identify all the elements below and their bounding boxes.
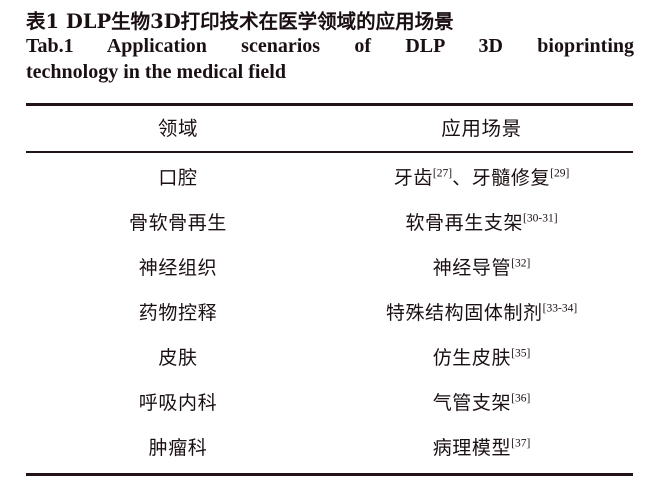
table-row: 神经组织 神经导管[32] bbox=[26, 246, 633, 291]
cell-scenario: 软骨再生支架[30-31] bbox=[330, 201, 633, 246]
scenario-text: 软骨再生支架 bbox=[405, 212, 524, 234]
scenario-text: 特殊结构固体制剂 bbox=[385, 302, 543, 324]
cell-scenario: 气管支架[36] bbox=[330, 381, 633, 426]
cell-scenario: 牙齿[27]、牙髓修复[29] bbox=[330, 152, 633, 201]
caption-english-line-2: technology in the medical field bbox=[26, 60, 286, 83]
table-row: 药物控释 特殊结构固体制剂[33-34] bbox=[26, 291, 633, 336]
reference-superscript: [33-34] bbox=[542, 302, 578, 315]
reference-superscript: [32] bbox=[511, 257, 531, 270]
reference-superscript: [35] bbox=[511, 347, 531, 360]
scenario-label: 牙齿[27]、牙髓修复[29] bbox=[394, 156, 570, 201]
table-caption: 表1 DLP生物3D打印技术在医学领域的应用场景 Tab.1 Applicati… bbox=[26, 9, 634, 85]
table-header-row: 领域 应用场景 bbox=[26, 104, 633, 153]
reference-superscript: [27] bbox=[432, 167, 453, 180]
column-header-field: 领域 bbox=[26, 105, 330, 153]
column-header-scenario-label: 应用场景 bbox=[441, 117, 522, 140]
cell-field: 口腔 bbox=[26, 152, 330, 201]
cell-scenario: 特殊结构固体制剂[33-34] bbox=[330, 291, 633, 336]
field-label: 皮肤 bbox=[158, 347, 198, 369]
cell-field: 肿瘤科 bbox=[26, 426, 330, 475]
scenario-label: 气管支架[36] bbox=[433, 381, 531, 426]
cell-field: 神经组织 bbox=[26, 246, 330, 291]
reference-superscript-2: [29] bbox=[550, 167, 570, 180]
cell-scenario: 神经导管[32] bbox=[330, 246, 633, 291]
field-label: 呼吸内科 bbox=[138, 392, 218, 414]
table-row: 皮肤 仿生皮肤[35] bbox=[26, 336, 633, 381]
cell-field: 皮肤 bbox=[26, 336, 330, 381]
table-row: 肿瘤科 病理模型[37] bbox=[26, 426, 633, 475]
column-header-field-label: 领域 bbox=[157, 117, 199, 140]
scenario-text: 仿生皮肤 bbox=[432, 347, 512, 369]
cell-scenario: 仿生皮肤[35] bbox=[330, 336, 633, 381]
table-row: 呼吸内科 气管支架[36] bbox=[26, 381, 633, 426]
column-header-scenario: 应用场景 bbox=[330, 105, 633, 153]
scenario-label: 仿生皮肤[35] bbox=[433, 336, 531, 381]
field-label: 药物控释 bbox=[138, 302, 218, 324]
cell-scenario: 病理模型[37] bbox=[330, 426, 633, 475]
scenario-label: 病理模型[37] bbox=[433, 426, 531, 471]
scenario-text: 神经导管 bbox=[432, 257, 512, 279]
caption-chinese: 表1 DLP生物3D打印技术在医学领域的应用场景 bbox=[26, 10, 454, 33]
cell-field: 药物控释 bbox=[26, 291, 330, 336]
table-body: 口腔 牙齿[27]、牙髓修复[29] 骨软骨再生 软骨再生支架[30-31] bbox=[26, 152, 633, 475]
field-label: 神经组织 bbox=[138, 257, 218, 279]
scenario-label: 特殊结构固体制剂[33-34] bbox=[386, 291, 577, 336]
field-label: 口腔 bbox=[158, 167, 198, 189]
caption-english-line-1: Tab.1 Application scenarios of DLP 3D bi… bbox=[26, 35, 634, 57]
table-head: 领域 应用场景 bbox=[26, 104, 633, 153]
scenario-text: 牙齿 bbox=[393, 167, 433, 189]
reference-superscript: [36] bbox=[511, 392, 531, 405]
cell-field: 呼吸内科 bbox=[26, 381, 330, 426]
reference-superscript: [37] bbox=[511, 437, 531, 450]
caption-english: Tab.1 Application scenarios of DLP 3D bi… bbox=[26, 34, 634, 85]
scenario-text: 病理模型 bbox=[432, 437, 512, 459]
scenario-label: 神经导管[32] bbox=[433, 246, 531, 291]
table-row: 口腔 牙齿[27]、牙髓修复[29] bbox=[26, 152, 633, 201]
scenario-text: 气管支架 bbox=[432, 392, 512, 414]
scenario-text-2: 、牙髓修复 bbox=[452, 167, 551, 189]
scenario-label: 软骨再生支架[30-31] bbox=[405, 201, 557, 246]
table-row: 骨软骨再生 软骨再生支架[30-31] bbox=[26, 201, 633, 246]
cell-field: 骨软骨再生 bbox=[26, 201, 330, 246]
application-scenarios-table: 领域 应用场景 口腔 牙齿[27]、牙髓修复[29] bbox=[26, 103, 633, 476]
reference-superscript: [30-31] bbox=[523, 212, 558, 225]
table-container: 领域 应用场景 口腔 牙齿[27]、牙髓修复[29] bbox=[26, 103, 633, 476]
field-label: 骨软骨再生 bbox=[128, 212, 227, 234]
field-label: 肿瘤科 bbox=[148, 437, 208, 459]
